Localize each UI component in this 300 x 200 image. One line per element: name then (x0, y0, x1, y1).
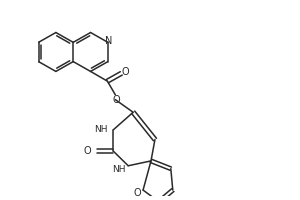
Text: O: O (133, 188, 141, 198)
Text: NH: NH (94, 125, 107, 134)
Text: N: N (105, 36, 112, 46)
Text: O: O (84, 146, 92, 156)
Text: O: O (112, 95, 120, 105)
Text: NH: NH (112, 165, 125, 174)
Text: O: O (122, 67, 129, 77)
